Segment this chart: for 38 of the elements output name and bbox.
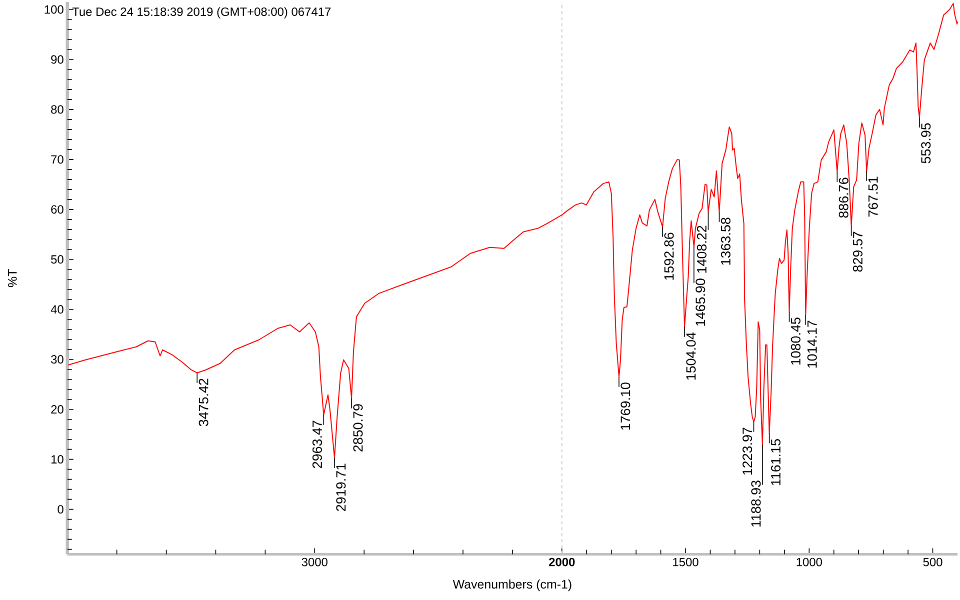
annotation: 886.76 bbox=[838, 178, 848, 218]
annotation: 829.57 bbox=[852, 232, 862, 272]
annotation: 1465.90 bbox=[696, 278, 706, 326]
x-tick-label: 3000 bbox=[302, 558, 328, 566]
y-tick-label: 100 bbox=[44, 5, 64, 14]
annotation: 2850.79 bbox=[353, 404, 363, 452]
y-tick-label: 30 bbox=[51, 355, 64, 364]
annotation: 1223.97 bbox=[742, 428, 752, 475]
y-tick-label: 0 bbox=[58, 505, 64, 514]
chart-title: Tue Dec 24 15:18:39 2019 (GMT+08:00) 067417 bbox=[72, 7, 331, 18]
y-tick-label: 20 bbox=[51, 405, 64, 414]
y-tick-label: 90 bbox=[51, 55, 64, 64]
annotation: 1769.10 bbox=[620, 382, 630, 430]
annotation: 1408.22 bbox=[696, 226, 707, 273]
y-tick-label: 60 bbox=[51, 205, 64, 214]
annotation: 1080.45 bbox=[790, 318, 800, 365]
x-tick-label: 1500 bbox=[673, 558, 698, 566]
x-tick-label: 1000 bbox=[796, 558, 822, 566]
x-tick-label: 2000 bbox=[549, 558, 575, 566]
annotation: 767.51 bbox=[868, 176, 878, 217]
annotation: 1592.86 bbox=[664, 232, 674, 280]
annotation: 1188.93 bbox=[751, 480, 761, 527]
annotation: 553.95 bbox=[921, 123, 931, 164]
annotation: 1504.04 bbox=[686, 332, 696, 380]
y-tick-label: 50 bbox=[51, 255, 64, 264]
annotation: 1014.17 bbox=[807, 320, 817, 368]
annotation: 1161.15 bbox=[771, 439, 781, 486]
annotation: 3475.42 bbox=[198, 378, 208, 426]
y-tick-label: 40 bbox=[50, 305, 64, 314]
y-axis-title: %T bbox=[8, 269, 17, 288]
annotation: 2919.71 bbox=[336, 464, 346, 511]
annotation: 2963.47 bbox=[312, 420, 322, 468]
annotation: 1363.58 bbox=[720, 218, 730, 265]
x-axis-title: Wavenumbers (cm-1) bbox=[452, 579, 572, 592]
x-tick-label: 500 bbox=[923, 558, 942, 566]
y-tick-label: 70 bbox=[51, 155, 64, 164]
y-tick-label: 10 bbox=[51, 455, 64, 464]
y-tick-label: 80 bbox=[51, 105, 64, 114]
